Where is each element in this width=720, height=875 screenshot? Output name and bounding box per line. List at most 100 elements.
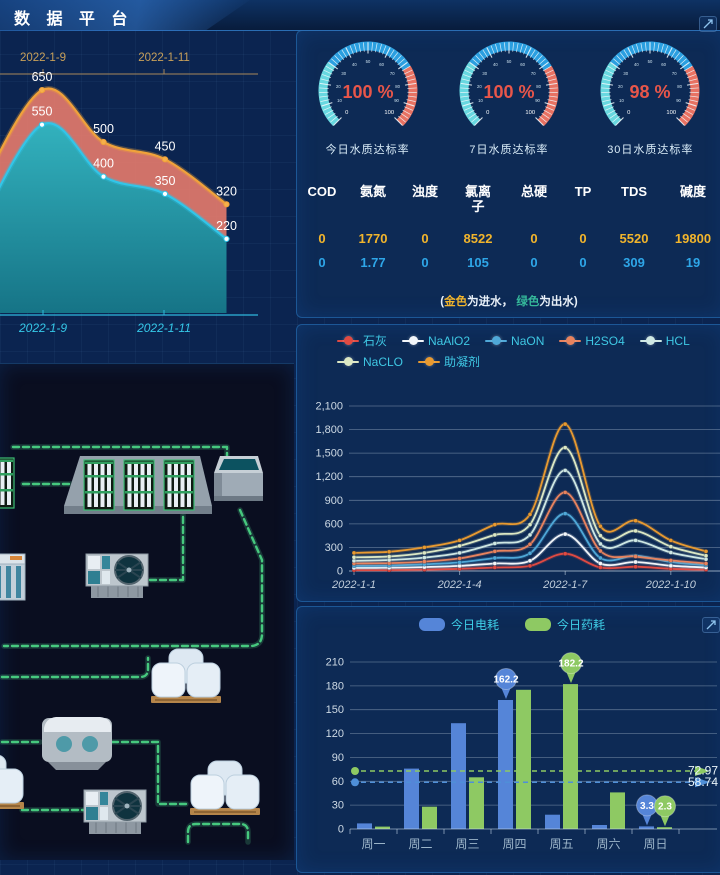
svg-text:320: 320 xyxy=(216,184,237,198)
svg-text:900: 900 xyxy=(325,495,343,507)
svg-text:350: 350 xyxy=(155,174,176,188)
svg-text:20: 20 xyxy=(618,84,623,89)
svg-text:2022-1-7: 2022-1-7 xyxy=(542,579,588,591)
legend-label: HCL xyxy=(665,333,690,348)
membrane-rack-platform[interactable] xyxy=(64,456,212,514)
svg-text:2022-1-11: 2022-1-11 xyxy=(138,52,190,64)
svg-text:40: 40 xyxy=(493,62,498,67)
gauge-label: 30日水质达标率 xyxy=(607,144,694,156)
dosing-line-chart[interactable]: 0 300 600 900 1,200 1,500 1,800 2,100 2022-1-1 20… xyxy=(297,325,720,603)
legend-item-石灰[interactable]: 石灰 xyxy=(337,332,387,349)
svg-text:72.97: 72.97 xyxy=(688,764,718,778)
legend-label: NaCLO xyxy=(363,354,404,369)
svg-text:20: 20 xyxy=(477,84,482,89)
legend-item-H2SO4[interactable]: H2SO4 xyxy=(559,332,625,349)
table-cell: 8522 xyxy=(463,230,493,246)
table-cell: 5520 xyxy=(619,230,649,246)
gauge-row: 0 10 20 30 40 50 60 70 80 90 100 100 % 今日水质达标率 0 10 20 3… xyxy=(297,39,720,157)
svg-text:0: 0 xyxy=(486,110,489,116)
legend-label: 今日电耗 xyxy=(450,618,499,632)
svg-text:182.2: 182.2 xyxy=(558,659,583,670)
table-header-cell: 碱度 xyxy=(679,184,706,199)
svg-text:3.3: 3.3 xyxy=(640,801,654,812)
table-header-cell: COD xyxy=(307,184,337,199)
svg-text:10: 10 xyxy=(478,98,483,103)
svg-text:周六: 周六 xyxy=(596,837,620,851)
table-note: (金色为进水， 绿色为出水) xyxy=(297,293,720,309)
svg-text:90: 90 xyxy=(394,98,399,103)
gauge-dial: 0 10 20 30 40 50 60 70 80 90 100 100 % xyxy=(459,41,559,126)
svg-text:300: 300 xyxy=(325,542,343,554)
plant-3d-panel[interactable] xyxy=(0,363,294,860)
svg-text:100 %: 100 % xyxy=(342,82,393,102)
table-cell: 0 xyxy=(530,254,538,270)
legend-item-HCL[interactable]: HCL xyxy=(639,332,690,349)
svg-text:周日: 周日 xyxy=(643,837,667,851)
legend-marker-icon xyxy=(337,357,359,366)
page-title: 数 据 平 台 xyxy=(14,11,134,28)
svg-text:50: 50 xyxy=(507,59,512,64)
clarifier-unit-2[interactable] xyxy=(83,789,147,835)
legend-item-今日药耗[interactable]: 今日药耗 xyxy=(525,616,605,633)
svg-text:90: 90 xyxy=(677,98,682,103)
svg-text:2022-1-11: 2022-1-11 xyxy=(136,321,191,335)
table-cell: 1770 xyxy=(358,230,388,246)
table-cell: 19 xyxy=(685,254,701,270)
quality-gauge[interactable]: 0 10 20 30 40 50 60 70 80 90 100 98 % 30日水质达标率 xyxy=(582,39,718,157)
svg-text:40: 40 xyxy=(634,62,639,67)
table-cell: 0 xyxy=(579,230,587,246)
table-header-cell: 氨氮 xyxy=(359,184,386,199)
svg-text:70: 70 xyxy=(531,71,536,76)
svg-text:2.3: 2.3 xyxy=(658,802,672,813)
chemical-bag-stack-2[interactable] xyxy=(189,760,261,816)
table-cell: 0 xyxy=(421,254,429,270)
legend-item-NaCLO[interactable]: NaCLO xyxy=(337,353,403,370)
svg-text:100: 100 xyxy=(384,110,394,116)
note-text: 为进水， xyxy=(467,296,517,308)
table-cell: 0 xyxy=(421,230,429,246)
legend-marker-icon xyxy=(485,336,508,345)
membrane-rack-left[interactable] xyxy=(0,457,15,509)
svg-text:1,500: 1,500 xyxy=(315,448,343,460)
chemical-bag-stack[interactable] xyxy=(150,648,222,704)
note-text: 绿色 xyxy=(516,296,540,308)
settling-tank[interactable] xyxy=(214,456,263,501)
svg-text:2022-1-1: 2022-1-1 xyxy=(331,579,376,591)
svg-text:100: 100 xyxy=(525,110,535,116)
svg-text:0: 0 xyxy=(337,566,343,578)
legend-label: 石灰 xyxy=(363,334,388,348)
svg-text:500: 500 xyxy=(93,122,114,136)
svg-text:周三: 周三 xyxy=(455,837,479,851)
quality-gauge[interactable]: 0 10 20 30 40 50 60 70 80 90 100 100 % 7日水质达标率 xyxy=(441,39,577,157)
legend-marker-icon xyxy=(418,357,441,366)
legend-item-助凝剂[interactable]: 助凝剂 xyxy=(418,353,480,370)
gauge-label: 7日水质达标率 xyxy=(469,144,549,156)
legend-marker-icon xyxy=(639,336,662,345)
table-cell: 0 xyxy=(318,254,326,270)
flow-trend-panel: 2022-1-9 2022-1-11 650 500 450 320 550 400 350 22… xyxy=(0,31,295,362)
header: 数 据 平 台 xyxy=(0,0,720,31)
legend-item-今日电耗[interactable]: 今日电耗 xyxy=(418,616,499,633)
legend-item-NaON[interactable]: NaON xyxy=(485,332,544,349)
header-decoration xyxy=(0,0,250,31)
svg-text:220: 220 xyxy=(216,219,237,233)
expand-icon[interactable] xyxy=(699,16,717,32)
svg-text:周一: 周一 xyxy=(361,837,385,851)
svg-text:600: 600 xyxy=(325,518,343,530)
table-cell: 1.77 xyxy=(360,254,386,270)
clarifier-unit[interactable] xyxy=(85,553,149,599)
expand-icon-2[interactable] xyxy=(702,617,720,633)
flow-area-chart[interactable]: 2022-1-9 2022-1-11 650 500 450 320 550 400 350 22… xyxy=(0,31,295,362)
legend-item-NaAlO2[interactable]: NaAlO2 xyxy=(402,332,470,349)
svg-text:98 %: 98 % xyxy=(630,82,671,102)
chemical-bag-stack-3[interactable] xyxy=(0,754,25,810)
quality-gauge[interactable]: 0 10 20 30 40 50 60 70 80 90 100 100 % 今日水质达标率 xyxy=(300,39,436,157)
dosing-tank-left[interactable] xyxy=(0,553,26,601)
consumption-bar-chart[interactable]: 0 30 60 90 120 150 180 210 周一 周二 周三 周四 周五 周六 周日 72.9758… xyxy=(297,607,720,874)
svg-text:150: 150 xyxy=(326,704,344,716)
sludge-machine[interactable] xyxy=(42,717,112,770)
water-quality-panel: 0 10 20 30 40 50 60 70 80 90 100 100 % 今日水质达标率 0 10 20 3… xyxy=(296,30,720,318)
plant-3d-scene[interactable] xyxy=(0,364,294,861)
legend-marker-icon xyxy=(402,336,425,345)
svg-text:周四: 周四 xyxy=(502,837,526,851)
